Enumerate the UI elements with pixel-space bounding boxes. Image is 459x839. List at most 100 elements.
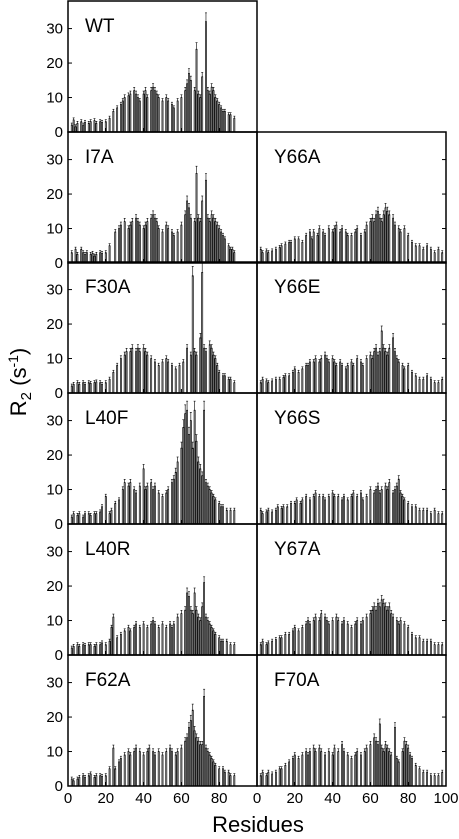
bar-f62a-69 (197, 740, 200, 787)
bar-l40f-56 (172, 478, 175, 525)
y-tick-label-l40f-30: 30 (46, 413, 63, 430)
bar-y66e-53 (356, 358, 359, 394)
bar-f30a-85 (227, 378, 230, 394)
bar-i7a-7 (80, 248, 83, 264)
bar-wt-32 (127, 95, 130, 133)
y-tick-label-i7a-20: 20 (46, 186, 63, 203)
bar-l40r-22 (108, 640, 111, 656)
bar-y66s-64 (377, 485, 379, 525)
bar-wt-44 (150, 90, 153, 133)
y-tick-label-l40r-30: 30 (46, 544, 63, 561)
bar-y66e-69 (386, 354, 389, 394)
bar-i7a-32 (127, 228, 130, 264)
bar-y66s-53 (356, 496, 359, 525)
y-tick-label-f30a-10: 10 (46, 351, 63, 368)
bar-wt-33 (129, 93, 132, 133)
bar-l40f-29 (121, 489, 124, 525)
y-tick-label-i7a-10: 10 (46, 221, 63, 238)
bar-wt-53 (167, 100, 170, 133)
bar-f62a-5 (76, 778, 79, 787)
bar-wt-45 (152, 86, 154, 133)
bar-y66e-24 (301, 368, 304, 394)
bar-y67a-52 (354, 623, 357, 656)
bar-y66e-31 (314, 358, 317, 394)
bar-y67a-24 (301, 627, 304, 656)
panel-l40f: L40F 0 10 20 30 (46, 392, 258, 533)
bar-f70a-41 (333, 747, 336, 787)
bar-wt-81 (220, 107, 222, 133)
bar-f30a-14 (93, 382, 96, 394)
bar-y66a-75 (397, 228, 400, 264)
bar-y66e-44 (339, 361, 342, 394)
bar-y66e-96 (437, 382, 440, 394)
bar-l40f-36 (135, 492, 137, 525)
bar-f70a-8 (271, 773, 274, 787)
bar-f30a-24 (112, 371, 115, 394)
bar-y66e-47 (344, 368, 347, 394)
bar-l40r-6 (78, 646, 81, 656)
bar-y66s-33 (318, 496, 321, 525)
bar-y67a-60 (369, 613, 372, 656)
bar-i7a-22 (108, 245, 111, 264)
bar-f62a-32 (127, 751, 130, 787)
bar-f62a-76 (210, 758, 213, 787)
bar-l40r-63 (186, 592, 188, 656)
bar-f62a-11 (87, 775, 90, 787)
bar-i7a-87 (231, 248, 234, 264)
bar-y66e-3 (261, 378, 264, 394)
bar-y66s-41 (333, 496, 336, 525)
bar-y66e-36 (324, 354, 326, 394)
bar-f62a-50 (161, 754, 164, 787)
bar-y66a-5 (265, 250, 268, 264)
bar-l40f-71 (201, 475, 204, 525)
bar-l40f-78 (214, 499, 217, 525)
bar-i7a-77 (212, 217, 215, 264)
bar-f30a-34 (131, 347, 134, 394)
bar-l40f-61 (182, 427, 185, 525)
x-tick-label-f70a-20: 20 (286, 790, 303, 807)
bar-y66s-98 (441, 513, 444, 525)
bar-f30a-30 (123, 354, 126, 394)
bar-y66s-63 (375, 489, 377, 525)
panel-label-wt: WT (85, 16, 115, 37)
bar-l40f-2 (70, 516, 73, 525)
bar-wt-4 (74, 126, 77, 133)
panel-wt: WT 0 10 20 30 (46, 0, 258, 141)
y-tick-label-l40f-20: 20 (46, 447, 63, 464)
bar-f62a-75 (208, 754, 211, 787)
x-tick-label-f62a-80: 80 (211, 790, 228, 807)
bar-i7a-47 (155, 221, 158, 264)
bar-y67a-28 (309, 623, 311, 656)
bar-l40f-67 (193, 409, 196, 525)
bar-y66a-41 (333, 228, 336, 264)
bar-y67a-31 (314, 616, 317, 656)
bar-f62a-38 (138, 751, 141, 787)
bar-y66a-92 (429, 248, 432, 264)
bar-y67a-78 (403, 623, 406, 656)
bar-i7a-78 (214, 221, 217, 264)
bar-y67a-19 (292, 630, 294, 656)
bar-f70a-79 (405, 744, 408, 787)
bar-y67a-82 (411, 633, 413, 656)
bar-f62a-48 (157, 751, 160, 787)
bar-wt-37 (137, 97, 139, 133)
bar-f30a-72 (203, 347, 205, 394)
bar-f70a-5 (265, 775, 268, 787)
bar-l40f-72 (203, 409, 205, 525)
bar-l40f-3 (72, 513, 75, 525)
bar-y66s-36 (324, 499, 326, 525)
panel-label-i7a: I7A (85, 147, 114, 168)
panel-l40r: L40R 0 10 20 30 (46, 523, 258, 664)
bar-i7a-82 (222, 235, 224, 264)
bar-l40r-70 (199, 620, 202, 656)
bar-f30a-76 (210, 347, 213, 394)
bar-f30a-65 (189, 354, 192, 394)
panel-frame-y66a (256, 131, 447, 264)
bar-y66s-55 (360, 492, 362, 525)
bar-wt-2 (70, 124, 73, 133)
bar-f30a-61 (182, 361, 185, 394)
bar-f70a-38 (327, 751, 330, 787)
bar-y66s-74 (395, 485, 398, 525)
bar-f70a-63 (375, 740, 377, 787)
y-tick-label-wt-10: 10 (46, 90, 63, 107)
